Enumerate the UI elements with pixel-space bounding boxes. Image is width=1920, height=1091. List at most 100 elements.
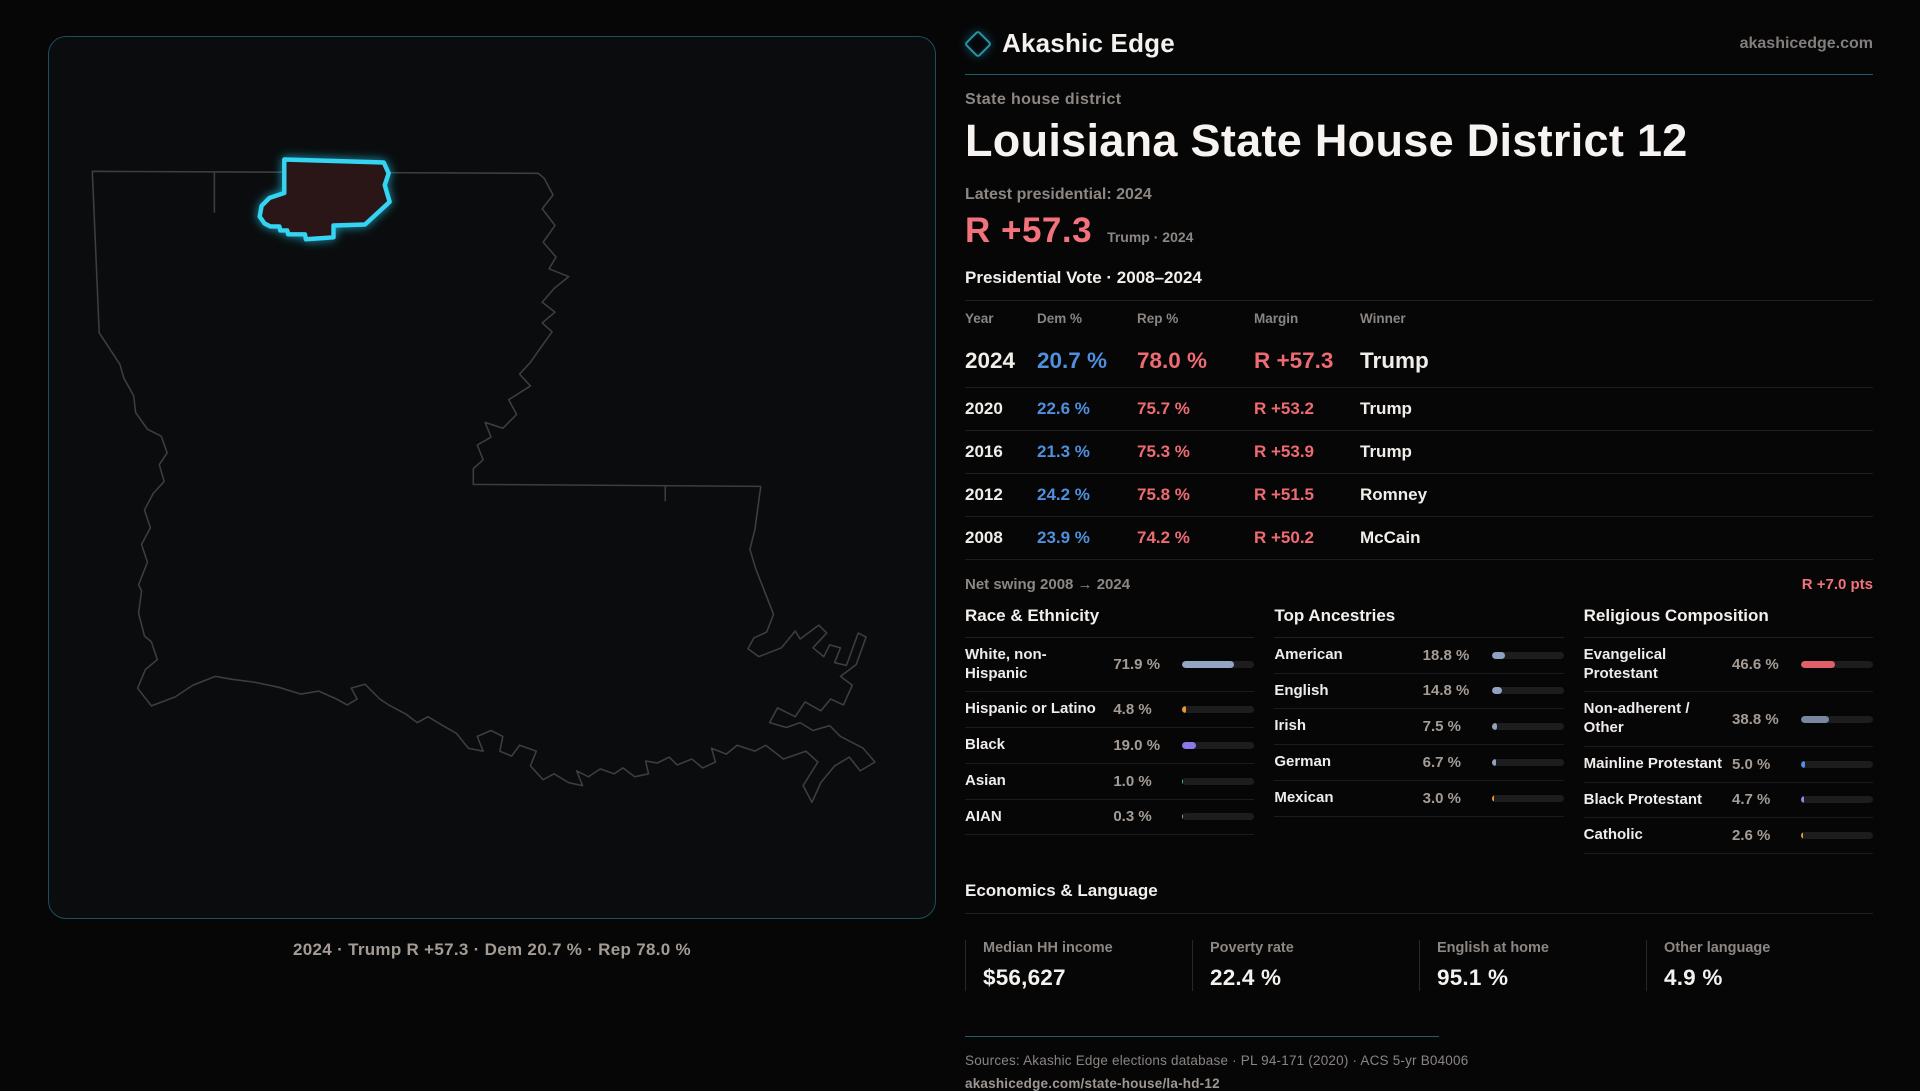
stat-value: 5.0 %	[1732, 755, 1771, 773]
stat-value: 6.7 %	[1422, 753, 1462, 771]
state-outline	[91, 170, 876, 804]
cell-margin: R +57.3	[1254, 347, 1334, 373]
cell-rep-pct: 74.2 %	[1137, 527, 1190, 547]
stat-bar-fill	[1182, 777, 1184, 785]
section-title: Race & Ethnicity	[965, 606, 1255, 638]
stat-bar-track	[1491, 687, 1564, 695]
stat-label: Black Protestant	[1583, 790, 1703, 808]
demographics-grid: Race & Ethnicity White, non-Hispanic 71.9 …	[965, 606, 1873, 854]
stat-row: AIAN 0.3 %	[965, 800, 1255, 836]
stat-label: American	[1274, 645, 1343, 663]
econ-stat-label: Poverty rate	[1210, 940, 1294, 956]
stat-bar-fill	[1491, 758, 1497, 766]
kicker: State house district	[965, 91, 1122, 108]
stat-bar-track	[1491, 723, 1564, 731]
cell-margin: R +53.9	[1254, 441, 1315, 461]
footer-divider	[965, 1036, 1439, 1037]
cell-margin: R +50.2	[1254, 527, 1315, 547]
demo-section: Race & Ethnicity White, non-Hispanic 71.9 …	[965, 606, 1255, 854]
section-title: Religious Composition	[1583, 606, 1873, 638]
site-link[interactable]: akashicedge.com	[1739, 34, 1873, 52]
stat-row: Black 19.0 %	[965, 728, 1255, 764]
column-header: Dem %	[1037, 310, 1083, 326]
permalink-url[interactable]: akashicedge.com/state-house/la-hd-12	[965, 1076, 1220, 1091]
stat-row: Asian 1.0 %	[965, 764, 1255, 800]
stat-bar-fill	[1801, 796, 1805, 804]
econ-stat: English at home 95.1 %	[1419, 940, 1646, 991]
table-row: 2020 22.6 % 75.7 % R +53.2 Trump	[965, 388, 1873, 431]
district-12-shape[interactable]	[257, 157, 392, 242]
econ-stat-label: Median HH income	[983, 940, 1113, 956]
stat-row: Hispanic or Latino 4.8 %	[965, 692, 1255, 728]
column-header: Rep %	[1137, 310, 1179, 326]
cell-year: 2008	[965, 527, 1003, 547]
margin-value: R +57.3	[965, 210, 1093, 250]
table-row: 2008 23.9 % 74.2 % R +50.2 McCain	[965, 517, 1873, 560]
vote-table-body: 2024 20.7 % 78.0 % R +57.3 Trump 2020 22.6 % 75…	[965, 335, 1873, 560]
cell-dem-pct: 22.6 %	[1037, 398, 1090, 418]
map-caption: 2024 · Trump R +57.3 · Dem 20.7 % · Rep …	[293, 940, 691, 959]
stat-bar-track	[1801, 796, 1873, 804]
stat-bar-track	[1491, 794, 1564, 802]
cell-rep-pct: 78.0 %	[1137, 347, 1208, 373]
econ-stat-value: $56,627	[983, 965, 1066, 990]
stat-bar-fill	[1491, 794, 1494, 802]
demo-section: Religious Composition Evangelical Protest…	[1583, 606, 1873, 854]
stat-bar-fill	[1182, 813, 1184, 821]
stat-value: 4.7 %	[1732, 791, 1771, 809]
stat-bar-track	[1491, 758, 1564, 766]
stat-bar-fill	[1801, 715, 1829, 723]
stat-bar-track	[1801, 832, 1873, 840]
stat-value: 19.0 %	[1113, 736, 1161, 754]
stat-value: 46.6 %	[1732, 656, 1779, 673]
cell-dem-pct: 24.2 %	[1037, 484, 1090, 504]
stat-bar-track	[1491, 651, 1564, 659]
stat-value: 18.8 %	[1422, 646, 1470, 664]
latest-presidential-label: Latest presidential: 2024	[965, 185, 1152, 203]
econ-stat-value: 4.9 %	[1664, 965, 1723, 990]
footer: Sources: Akashic Edge elections database…	[965, 1036, 1873, 1091]
louisiana-map	[91, 157, 876, 804]
stat-label: Catholic	[1583, 826, 1643, 844]
stat-row: Catholic 2.6 %	[1583, 818, 1873, 854]
econ-stat: Other language 4.9 %	[1646, 940, 1873, 991]
stat-bar-track	[1182, 661, 1255, 668]
econ-stat-value: 95.1 %	[1437, 965, 1509, 990]
margin-note: Trump · 2024	[1107, 228, 1194, 245]
stat-bar-fill	[1801, 832, 1803, 840]
cell-dem-pct: 21.3 %	[1037, 441, 1090, 461]
stat-bar-fill	[1182, 741, 1196, 749]
cell-margin: R +51.5	[1254, 484, 1315, 504]
econ-stat-label: Other language	[1664, 940, 1771, 956]
stat-label: Mainline Protestant	[1583, 754, 1723, 772]
stat-bar-track	[1801, 715, 1873, 723]
column-header: Winner	[1360, 310, 1406, 326]
economics-grid: Median HH income $56,627 Poverty rate 22.4 …	[965, 940, 1873, 991]
stat-value: 1.0 %	[1113, 772, 1152, 790]
map-panel	[48, 36, 936, 919]
stat-row: Evangelical Protestant 46.6 %	[1583, 638, 1873, 693]
econ-stat-value: 22.4 %	[1210, 965, 1282, 990]
stat-bar-fill	[1182, 661, 1235, 668]
stat-row: Mexican 3.0 %	[1274, 781, 1564, 817]
stat-value: 0.3 %	[1113, 808, 1152, 826]
cell-margin: R +53.2	[1254, 398, 1315, 418]
stat-row: Irish 7.5 %	[1274, 709, 1564, 745]
section-title: Top Ancestries	[1274, 606, 1564, 638]
stat-label: Asian	[965, 771, 1006, 789]
stat-value: 3.0 %	[1422, 789, 1462, 807]
stat-row: German 6.7 %	[1274, 745, 1564, 781]
cell-winner: McCain	[1360, 527, 1421, 547]
stat-label: German	[1274, 753, 1332, 770]
stat-bar-fill	[1182, 706, 1186, 714]
stat-value: 7.5 %	[1422, 718, 1462, 736]
economics-section: Economics & Language Median HH income $56…	[965, 881, 1873, 991]
econ-stat-label: English at home	[1437, 940, 1549, 956]
stat-row: English 14.8 %	[1274, 674, 1564, 710]
cell-dem-pct: 20.7 %	[1037, 347, 1108, 373]
cell-winner: Trump	[1360, 441, 1412, 461]
cell-year: 2016	[965, 441, 1003, 461]
headline-margin: R +57.3 Trump · 2024	[965, 211, 1873, 251]
cell-rep-pct: 75.3 %	[1137, 441, 1190, 461]
